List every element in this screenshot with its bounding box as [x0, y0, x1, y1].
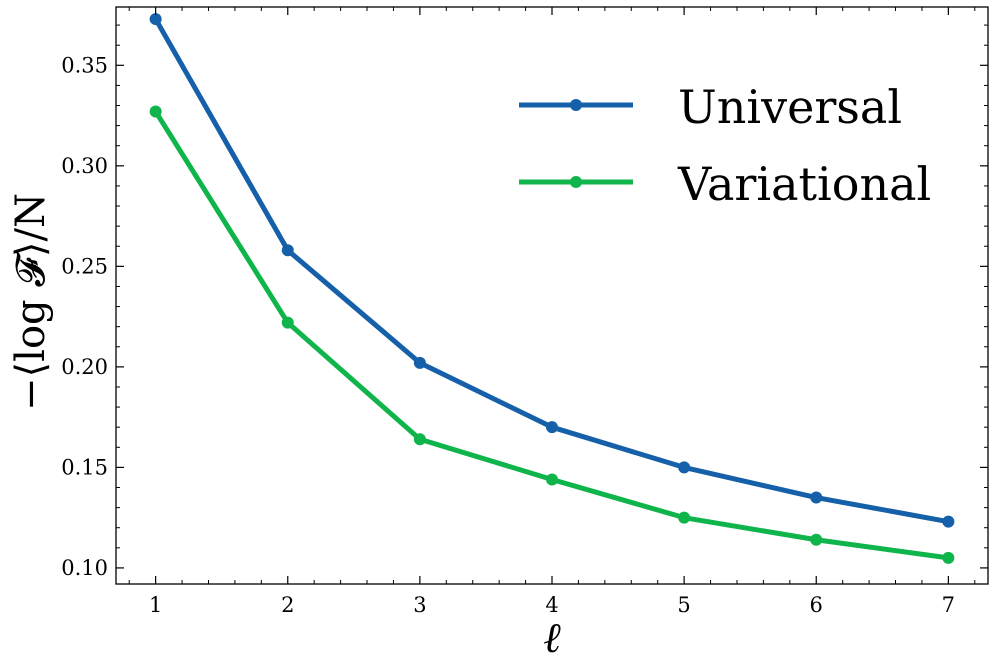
data-point-universal	[413, 356, 426, 369]
legend: Universal Variational	[519, 80, 931, 211]
data-point-universal	[149, 13, 162, 26]
plot-content	[149, 13, 955, 564]
y-tick-label: 0.25	[61, 254, 108, 278]
x-tick-label: 2	[281, 593, 294, 617]
data-point-variational	[413, 433, 426, 446]
data-point-variational	[810, 533, 823, 546]
y-tick-label: 0.20	[61, 355, 108, 379]
data-point-variational	[678, 511, 691, 524]
y-tick-label: 0.30	[61, 154, 108, 178]
y-tick-label: 0.35	[61, 53, 108, 77]
data-point-universal	[546, 421, 558, 434]
data-point-variational	[942, 551, 955, 564]
x-tick-label: 3	[413, 593, 426, 617]
x-tick-label: 4	[545, 593, 558, 617]
data-point-universal	[678, 461, 691, 474]
data-point-variational	[149, 105, 162, 118]
y-tick-label: 0.15	[61, 455, 108, 479]
y-axis-label: −⟨log 𝓕⟩/N	[8, 193, 54, 411]
y-tick-label: 0.10	[61, 556, 108, 580]
legend-marker-variational	[570, 176, 582, 188]
legend-label-universal: Universal	[678, 80, 902, 134]
x-tick-label: 1	[149, 593, 162, 617]
x-axis-label: ℓ	[543, 613, 561, 662]
data-point-variational	[281, 316, 294, 329]
data-point-universal	[942, 515, 955, 528]
axis-ticks: 1 2 3 4 5 6 7 0.10 0.15 0.20 0.25 0.30 0.35	[61, 7, 988, 617]
legend-label-variational: Variational	[677, 157, 931, 211]
legend-marker-universal	[570, 99, 582, 111]
x-tick-label: 5	[677, 593, 690, 617]
x-tick-label: 6	[810, 593, 823, 617]
data-point-variational	[546, 473, 558, 486]
data-point-universal	[281, 244, 294, 257]
x-tick-label: 7	[942, 593, 955, 617]
data-point-universal	[810, 491, 823, 504]
